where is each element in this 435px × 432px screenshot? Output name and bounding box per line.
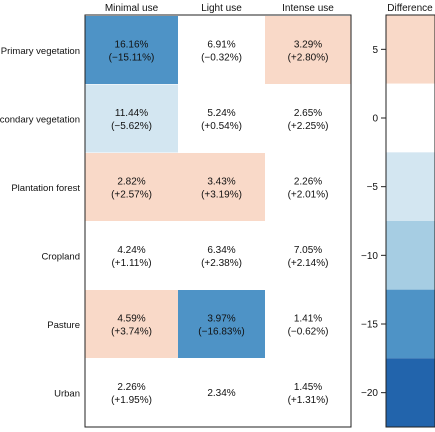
heatmap-cell	[85, 84, 178, 153]
heatmap-cell	[265, 290, 351, 358]
heatmap-cell	[178, 358, 265, 427]
cell-difference: (+1.11%)	[111, 258, 151, 269]
colorbar-bin	[386, 152, 435, 221]
column-headers: Minimal use Light use Intense use	[105, 3, 334, 14]
cell-value: 7.05%	[294, 245, 322, 256]
cell-value: 6.91%	[207, 39, 235, 50]
cell-difference: (+2.25%)	[288, 121, 329, 132]
heatmap-cell	[265, 84, 351, 153]
colorbar-frame	[385, 14, 435, 428]
cell-value: 1.41%	[294, 313, 322, 324]
heatmap-cell	[178, 153, 265, 221]
cell-value: 3.43%	[207, 176, 235, 187]
cell-value: 2.34%	[207, 388, 235, 399]
heatmap-cell	[85, 221, 178, 290]
cell-value: 2.26%	[117, 382, 145, 393]
row-label: Plantation forest	[11, 183, 80, 194]
cell-difference: (−16.83%)	[198, 326, 244, 337]
heatmap-cell	[178, 84, 265, 153]
colorbar-tick-label: −5	[367, 182, 379, 193]
heatmap-cell	[178, 290, 265, 358]
cell-difference: (+1.95%)	[111, 395, 152, 406]
cell-value: 4.24%	[117, 245, 145, 256]
cell-value: 1.45%	[294, 382, 322, 393]
colorbar-bin	[386, 15, 435, 84]
cell-value: 2.65%	[294, 108, 322, 119]
colorbar-tick-label: 0	[372, 114, 378, 125]
cell-difference: (+0.54%)	[201, 121, 242, 132]
colorbar-tick-label: −20	[361, 388, 378, 399]
heatmap-cells: 16.16% (−15.11%) 6.91% (−0.32%) 3.29% (+2.80%…	[85, 16, 351, 427]
cell-value: 6.34%	[207, 245, 235, 256]
cell-difference: (+2.14%)	[288, 258, 329, 269]
heatmap-cell	[85, 16, 178, 84]
row-label: Secondary vegetation	[0, 114, 80, 125]
colorbar-tick-label: −15	[361, 320, 378, 331]
heatmap-cell	[265, 221, 351, 290]
row-label: Cropland	[41, 251, 80, 262]
heatmap-cell	[178, 16, 265, 84]
heatmap-frame	[84, 14, 352, 428]
cell-difference: (+2.57%)	[111, 189, 152, 200]
cell-value: 2.26%	[294, 176, 322, 187]
column-header: Minimal use	[105, 3, 159, 14]
heatmap-cell	[265, 16, 351, 84]
cell-value: 5.24%	[207, 108, 235, 119]
column-header: Intense use	[282, 3, 334, 14]
heatmap-cell	[265, 358, 351, 427]
colorbar	[386, 15, 435, 427]
cell-difference: (+3.19%)	[201, 189, 242, 200]
cell-value: 2.82%	[117, 176, 145, 187]
cell-difference: (−0.62%)	[288, 326, 329, 337]
cell-value: 3.29%	[294, 39, 322, 50]
cell-difference: (+2.01%)	[288, 189, 329, 200]
legend-title: Difference	[387, 3, 433, 14]
cell-difference: (+2.80%)	[288, 52, 329, 63]
cell-value: 3.97%	[207, 313, 235, 324]
cell-value: 11.44%	[115, 108, 148, 119]
cell-value: 16.16%	[115, 39, 149, 50]
cell-difference: (−0.32%)	[201, 52, 242, 63]
heatmap-cell	[265, 153, 351, 221]
row-label: Primary vegetation	[1, 46, 80, 57]
row-label: Pasture	[47, 320, 80, 331]
heatmap-cell	[85, 153, 178, 221]
cell-difference: (+1.31%)	[288, 395, 329, 406]
heatmap-cell	[178, 221, 265, 290]
row-labels: Primary vegetation Secondary vegetation Pl…	[0, 46, 80, 400]
colorbar-bin	[386, 358, 435, 427]
heatmap-cell	[85, 358, 178, 427]
colorbar-bin	[386, 221, 435, 290]
cell-difference: (+3.74%)	[111, 326, 152, 337]
cell-value: 4.59%	[117, 313, 145, 324]
colorbar-tick-label: −10	[361, 251, 378, 262]
cell-difference: (+2.38%)	[201, 258, 242, 269]
colorbar-bin	[386, 289, 435, 359]
row-label: Urban	[54, 388, 80, 399]
cell-difference: (−15.11%)	[109, 52, 155, 63]
colorbar-ticks: 5 0 −5 −10 −15 −20	[361, 45, 386, 399]
cell-difference: (−5.62%)	[111, 121, 152, 132]
heatmap-cell	[85, 290, 178, 358]
colorbar-bin	[386, 83, 435, 153]
colorbar-tick-label: 5	[372, 45, 378, 56]
column-header: Light use	[201, 3, 242, 14]
